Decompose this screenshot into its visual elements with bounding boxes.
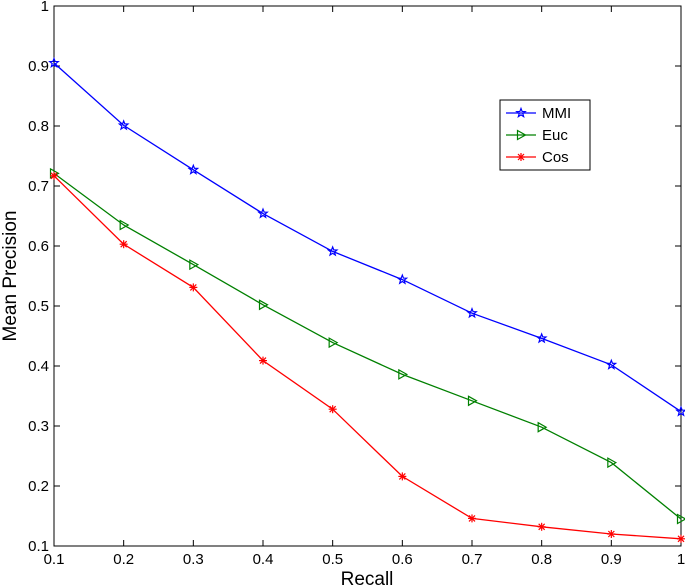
point-mmi-9 (675, 405, 685, 417)
point-mmi-7 (535, 332, 548, 344)
point-mmi-1 (117, 119, 130, 131)
y-tick-label-0: 0.1 (28, 538, 49, 555)
legend-label-euc: Euc (542, 127, 568, 144)
point-euc-2 (189, 259, 200, 271)
y-tick-label-3: 0.4 (28, 358, 49, 375)
point-euc-7 (537, 421, 548, 433)
point-euc-5 (398, 368, 409, 380)
series-euc (49, 167, 685, 525)
legend-marker-cos (517, 153, 525, 161)
series-line-cos (53, 175, 682, 540)
x-tick-label-2: 0.3 (183, 551, 204, 568)
series-line-euc (53, 172, 682, 520)
point-euc-3 (258, 299, 269, 311)
point-cos-9 (677, 534, 685, 543)
point-cos-1 (119, 240, 128, 249)
point-cos-7 (537, 522, 546, 531)
series-line-mmi (53, 62, 682, 413)
y-tick-label-9: 1 (41, 0, 49, 15)
point-euc-4 (328, 337, 339, 349)
point-cos-3 (259, 356, 267, 365)
x-tick-label-6: 0.7 (462, 551, 483, 568)
point-mmi-0 (48, 56, 60, 69)
point-mmi-5 (396, 273, 409, 285)
x-tick-label-0: 0.1 (44, 551, 65, 568)
x-tick-label-4: 0.5 (322, 551, 343, 568)
series-cos (50, 171, 685, 543)
tick-labels: 0.1 0.2 0.3 0.4 0.5 0.6 0.7 0.8 0.9 1 0.1 0.2 0.3 0.4… (28, 0, 685, 568)
point-mmi-2 (187, 163, 200, 175)
series-mmi (48, 56, 685, 417)
x-tick-label-8: 0.9 (601, 551, 622, 568)
point-mmi-6 (466, 307, 478, 319)
x-tick-label-3: 0.4 (253, 551, 274, 568)
y-tick-label-7: 0.8 (28, 118, 49, 135)
point-euc-1 (119, 219, 130, 231)
x-tick-label-7: 0.8 (531, 551, 552, 568)
point-mmi-3 (257, 207, 269, 219)
y-axis-label: Mean Precision (0, 211, 21, 342)
y-tick-label-8: 0.9 (28, 58, 49, 75)
axis-ticks (53, 5, 682, 547)
point-euc-9 (676, 513, 685, 525)
plot-area (53, 5, 682, 547)
legend: MMI Euc Cos (499, 99, 591, 171)
x-tick-label-1: 0.2 (113, 551, 134, 568)
point-cos-8 (607, 530, 616, 538)
point-cos-2 (189, 283, 198, 292)
x-tick-label-5: 0.6 (392, 551, 413, 568)
point-euc-6 (467, 395, 478, 407)
point-cos-5 (398, 472, 407, 481)
y-tick-label-5: 0.6 (28, 238, 49, 255)
point-cos-6 (468, 514, 476, 523)
point-mmi-8 (605, 358, 618, 370)
legend-label-cos: Cos (542, 149, 569, 166)
y-tick-label-1: 0.2 (28, 478, 49, 495)
point-euc-8 (607, 457, 618, 469)
series-layer (48, 56, 685, 543)
x-tick-label-9: 1 (677, 551, 685, 568)
y-tick-label-4: 0.5 (28, 298, 49, 315)
point-cos-0 (50, 171, 58, 180)
point-cos-4 (328, 405, 337, 414)
y-tick-label-6: 0.7 (28, 178, 49, 195)
x-axis-label: Recall (341, 569, 394, 588)
legend-marker-euc (516, 129, 527, 141)
legend-marker-mmi (515, 106, 527, 119)
y-tick-label-2: 0.3 (28, 418, 49, 435)
legend-label-mmi: MMI (542, 105, 571, 122)
point-mmi-4 (326, 245, 339, 257)
